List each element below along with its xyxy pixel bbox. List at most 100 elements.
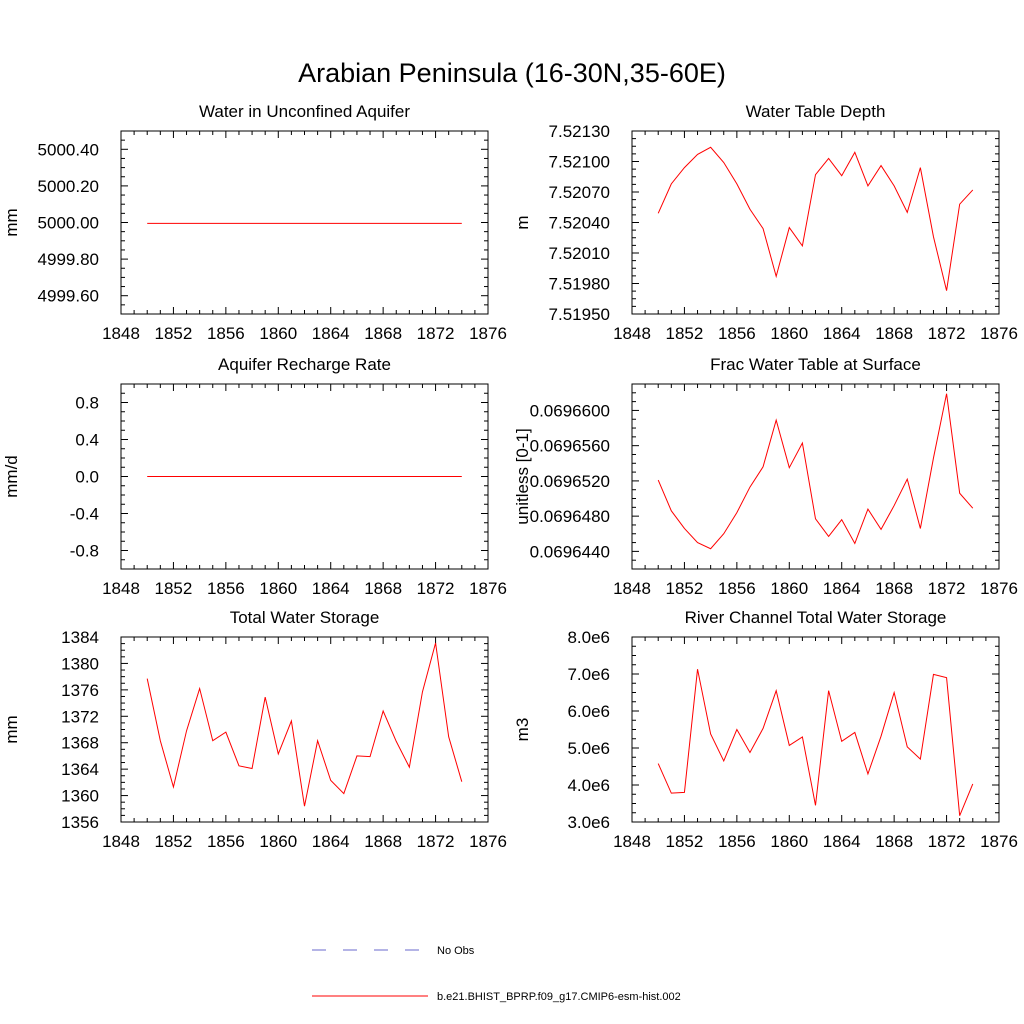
y-tick-label: 7.52070	[549, 183, 610, 202]
x-tick-label: 1848	[102, 579, 140, 598]
y-tick-label: 1376	[61, 681, 99, 700]
x-tick-label: 1860	[770, 579, 808, 598]
x-tick-label: 1860	[259, 832, 297, 851]
y-tick-label: 7.52010	[549, 244, 610, 263]
y-tick-label: 7.52100	[549, 153, 610, 172]
y-tick-label: 5000.00	[38, 214, 99, 233]
y-tick-label: 6.0e6	[567, 702, 610, 721]
x-tick-label: 1876	[980, 324, 1018, 343]
x-tick-label: 1864	[823, 324, 861, 343]
y-tick-label: -0.8	[70, 542, 99, 561]
legend-item: b.e21.BHIST_BPRP.f09_g17.CMIP6-esm-hist.…	[312, 991, 681, 1003]
x-tick-label: 1860	[259, 579, 297, 598]
series-line	[146, 642, 463, 807]
x-tick-label: 1852	[155, 832, 193, 851]
chart-title: Water Table Depth	[746, 102, 886, 121]
y-axis-label: m	[513, 215, 532, 229]
plot-frame	[120, 636, 489, 823]
y-tick-label: 1364	[61, 760, 99, 779]
chart-panel: Water Table Depth 1848 1852 1856 1860 1864 186…	[513, 102, 1018, 343]
y-axis-label: mm	[2, 715, 21, 743]
chart-panel: River Channel Total Water Storage 1848 185…	[513, 608, 1018, 851]
x-tick-label: 1868	[875, 324, 913, 343]
y-tick-label: 3.0e6	[567, 813, 610, 832]
x-tick-label: 1856	[207, 832, 245, 851]
x-tick-label: 1848	[613, 324, 651, 343]
y-tick-label: 1360	[61, 787, 99, 806]
y-tick-label: 0.0696600	[530, 401, 610, 420]
y-tick-label: 5.0e6	[567, 739, 610, 758]
x-tick-label: 1872	[417, 579, 455, 598]
x-tick-label: 1856	[718, 579, 756, 598]
x-tick-label: 1852	[666, 324, 704, 343]
x-tick-label: 1876	[980, 832, 1018, 851]
chart-panel: Water in Unconfined Aquifer 1848 1852 1856 1…	[2, 102, 507, 343]
x-tick-label: 1856	[207, 324, 245, 343]
x-tick-label: 1848	[613, 579, 651, 598]
x-tick-label: 1860	[770, 832, 808, 851]
plot-frame	[631, 636, 1000, 823]
x-tick-label: 1868	[364, 324, 402, 343]
panels: Water in Unconfined Aquifer 1848 1852 1856 1…	[2, 102, 1018, 851]
y-tick-label: 8.0e6	[567, 628, 610, 647]
y-tick-label: 1384	[61, 628, 99, 647]
series-line	[657, 146, 974, 291]
y-tick-label: 0.8	[75, 394, 99, 413]
y-tick-label: 4.0e6	[567, 776, 610, 795]
chart-title: River Channel Total Water Storage	[685, 608, 947, 627]
chart-title: Aquifer Recharge Rate	[218, 355, 391, 374]
y-tick-label: 0.0696480	[530, 507, 610, 526]
x-tick-label: 1848	[102, 324, 140, 343]
x-tick-label: 1868	[875, 832, 913, 851]
plot-frame	[631, 383, 1000, 570]
legend-label: b.e21.BHIST_BPRP.f09_g17.CMIP6-esm-hist.…	[437, 991, 681, 1003]
y-tick-label: 5000.40	[38, 140, 99, 159]
x-tick-label: 1864	[823, 579, 861, 598]
chart-panel: Frac Water Table at Surface 1848 1852 1856 1…	[513, 355, 1018, 598]
x-tick-label: 1856	[207, 579, 245, 598]
y-tick-label: 0.0	[75, 468, 99, 487]
y-axis-label: mm/d	[2, 455, 21, 498]
y-tick-label: 7.0e6	[567, 665, 610, 684]
series-line	[657, 669, 974, 816]
x-tick-label: 1848	[613, 832, 651, 851]
y-tick-label: 7.51950	[549, 305, 610, 324]
x-tick-label: 1860	[770, 324, 808, 343]
y-tick-label: 4999.60	[38, 287, 99, 306]
x-tick-label: 1872	[928, 579, 966, 598]
x-tick-label: 1856	[718, 832, 756, 851]
y-tick-label: 7.52040	[549, 214, 610, 233]
y-tick-label: 1356	[61, 813, 99, 832]
legend: No Obs b.e21.BHIST_BPRP.f09_g17.CMIP6-esm…	[312, 945, 681, 1003]
chart-panel: Total Water Storage 1848 1852 1856 1860 1864 1…	[2, 608, 507, 851]
x-tick-label: 1872	[417, 324, 455, 343]
y-tick-label: 0.0696440	[530, 542, 610, 561]
y-tick-label: 0.4	[75, 431, 99, 450]
x-tick-label: 1868	[875, 579, 913, 598]
x-tick-label: 1856	[718, 324, 756, 343]
x-tick-label: 1852	[155, 324, 193, 343]
y-tick-label: 0.0696520	[530, 472, 610, 491]
y-tick-label: 0.0696560	[530, 437, 610, 456]
chart-panel: Aquifer Recharge Rate 1848 1852 1856 1860 186…	[2, 355, 507, 598]
y-axis-label: m3	[513, 718, 532, 742]
x-tick-label: 1864	[312, 324, 350, 343]
x-tick-label: 1848	[102, 832, 140, 851]
x-tick-label: 1864	[823, 832, 861, 851]
y-axis-label: mm	[2, 208, 21, 236]
series-line	[657, 393, 974, 550]
y-axis-label: unitless [0-1]	[513, 428, 532, 524]
y-tick-label: -0.4	[70, 505, 99, 524]
legend-label: No Obs	[437, 945, 475, 957]
y-tick-label: 7.52130	[549, 122, 610, 141]
x-tick-label: 1852	[155, 579, 193, 598]
y-tick-label: 1368	[61, 734, 99, 753]
x-tick-label: 1860	[259, 324, 297, 343]
x-tick-label: 1872	[928, 324, 966, 343]
x-tick-label: 1852	[666, 579, 704, 598]
x-tick-label: 1852	[666, 832, 704, 851]
x-tick-label: 1872	[417, 832, 455, 851]
y-tick-label: 5000.20	[38, 177, 99, 196]
x-tick-label: 1868	[364, 579, 402, 598]
